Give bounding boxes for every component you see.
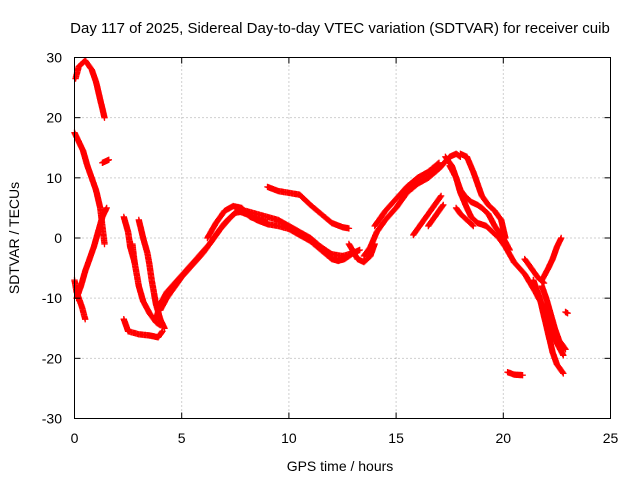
- series-markers: [425, 201, 447, 230]
- x-tick-label: 25: [603, 430, 619, 446]
- x-tick-label: 5: [178, 430, 186, 446]
- series-markers: [99, 156, 112, 166]
- series-markers: [410, 192, 445, 239]
- series-track-11: [157, 207, 357, 314]
- y-tick-label: 0: [54, 230, 62, 246]
- series-markers: [345, 240, 378, 266]
- y-tick-label: -30: [42, 411, 62, 427]
- y-tick-label: -10: [42, 290, 62, 306]
- chart-title: Day 117 of 2025, Sidereal Day-to-day VTE…: [70, 20, 610, 37]
- series-track-29: [562, 308, 571, 317]
- series-track-12: [204, 202, 271, 242]
- series-track-22: [452, 204, 477, 230]
- series-markers: [510, 258, 567, 359]
- series-markers: [452, 204, 477, 230]
- series-markers: [457, 150, 509, 242]
- series-markers: [264, 183, 353, 232]
- series-track-24: [510, 258, 567, 359]
- y-tick-labels: -30 -20 -10 0 10 20 30: [42, 50, 62, 427]
- y-tick-label: 10: [46, 170, 62, 186]
- x-axis-label: GPS time / hours: [287, 458, 394, 474]
- series-markers: [538, 282, 569, 353]
- series-track-18: [425, 201, 447, 230]
- x-tick-labels: 0 5 10 15 20 25: [71, 430, 619, 446]
- y-axis-label: SDTVAR / TECUs: [6, 182, 22, 294]
- series-track-16: [371, 159, 443, 230]
- series-track-3: [99, 156, 112, 166]
- series-markers: [204, 202, 271, 242]
- x-tick-label: 10: [281, 430, 297, 446]
- x-tick-label: 20: [496, 430, 512, 446]
- series-markers: [73, 204, 110, 302]
- series-markers: [72, 57, 108, 121]
- series-track-21: [457, 150, 509, 242]
- series-track-28: [538, 234, 565, 284]
- series-track-6: [120, 316, 166, 341]
- series-track-14: [345, 240, 378, 266]
- series-track-26: [538, 282, 569, 353]
- series-track-1: [72, 57, 108, 121]
- x-tick-label: 0: [71, 430, 79, 446]
- series-markers: [71, 129, 108, 248]
- series-track-5: [73, 204, 110, 302]
- y-tick-label: 30: [46, 50, 62, 66]
- grid-lines: [74, 57, 611, 419]
- series-track-20: [446, 162, 518, 266]
- axis-ticks: [74, 57, 611, 419]
- series-markers: [504, 369, 526, 379]
- y-tick-label: 20: [46, 110, 62, 126]
- series-track-2: [71, 129, 108, 248]
- series-markers: [120, 316, 166, 341]
- y-tick-label: -20: [42, 350, 62, 366]
- series-markers: [446, 162, 518, 266]
- series-markers: [157, 207, 357, 314]
- series-track-17: [410, 192, 445, 239]
- series-markers: [538, 234, 565, 284]
- series-markers: [562, 308, 571, 317]
- series-track-13: [264, 183, 353, 232]
- series-track-25: [530, 276, 567, 377]
- series-markers: [371, 159, 443, 230]
- data-markers: [71, 57, 571, 379]
- x-tick-label: 15: [388, 430, 404, 446]
- series-markers: [530, 276, 567, 377]
- series-track-23: [504, 369, 526, 379]
